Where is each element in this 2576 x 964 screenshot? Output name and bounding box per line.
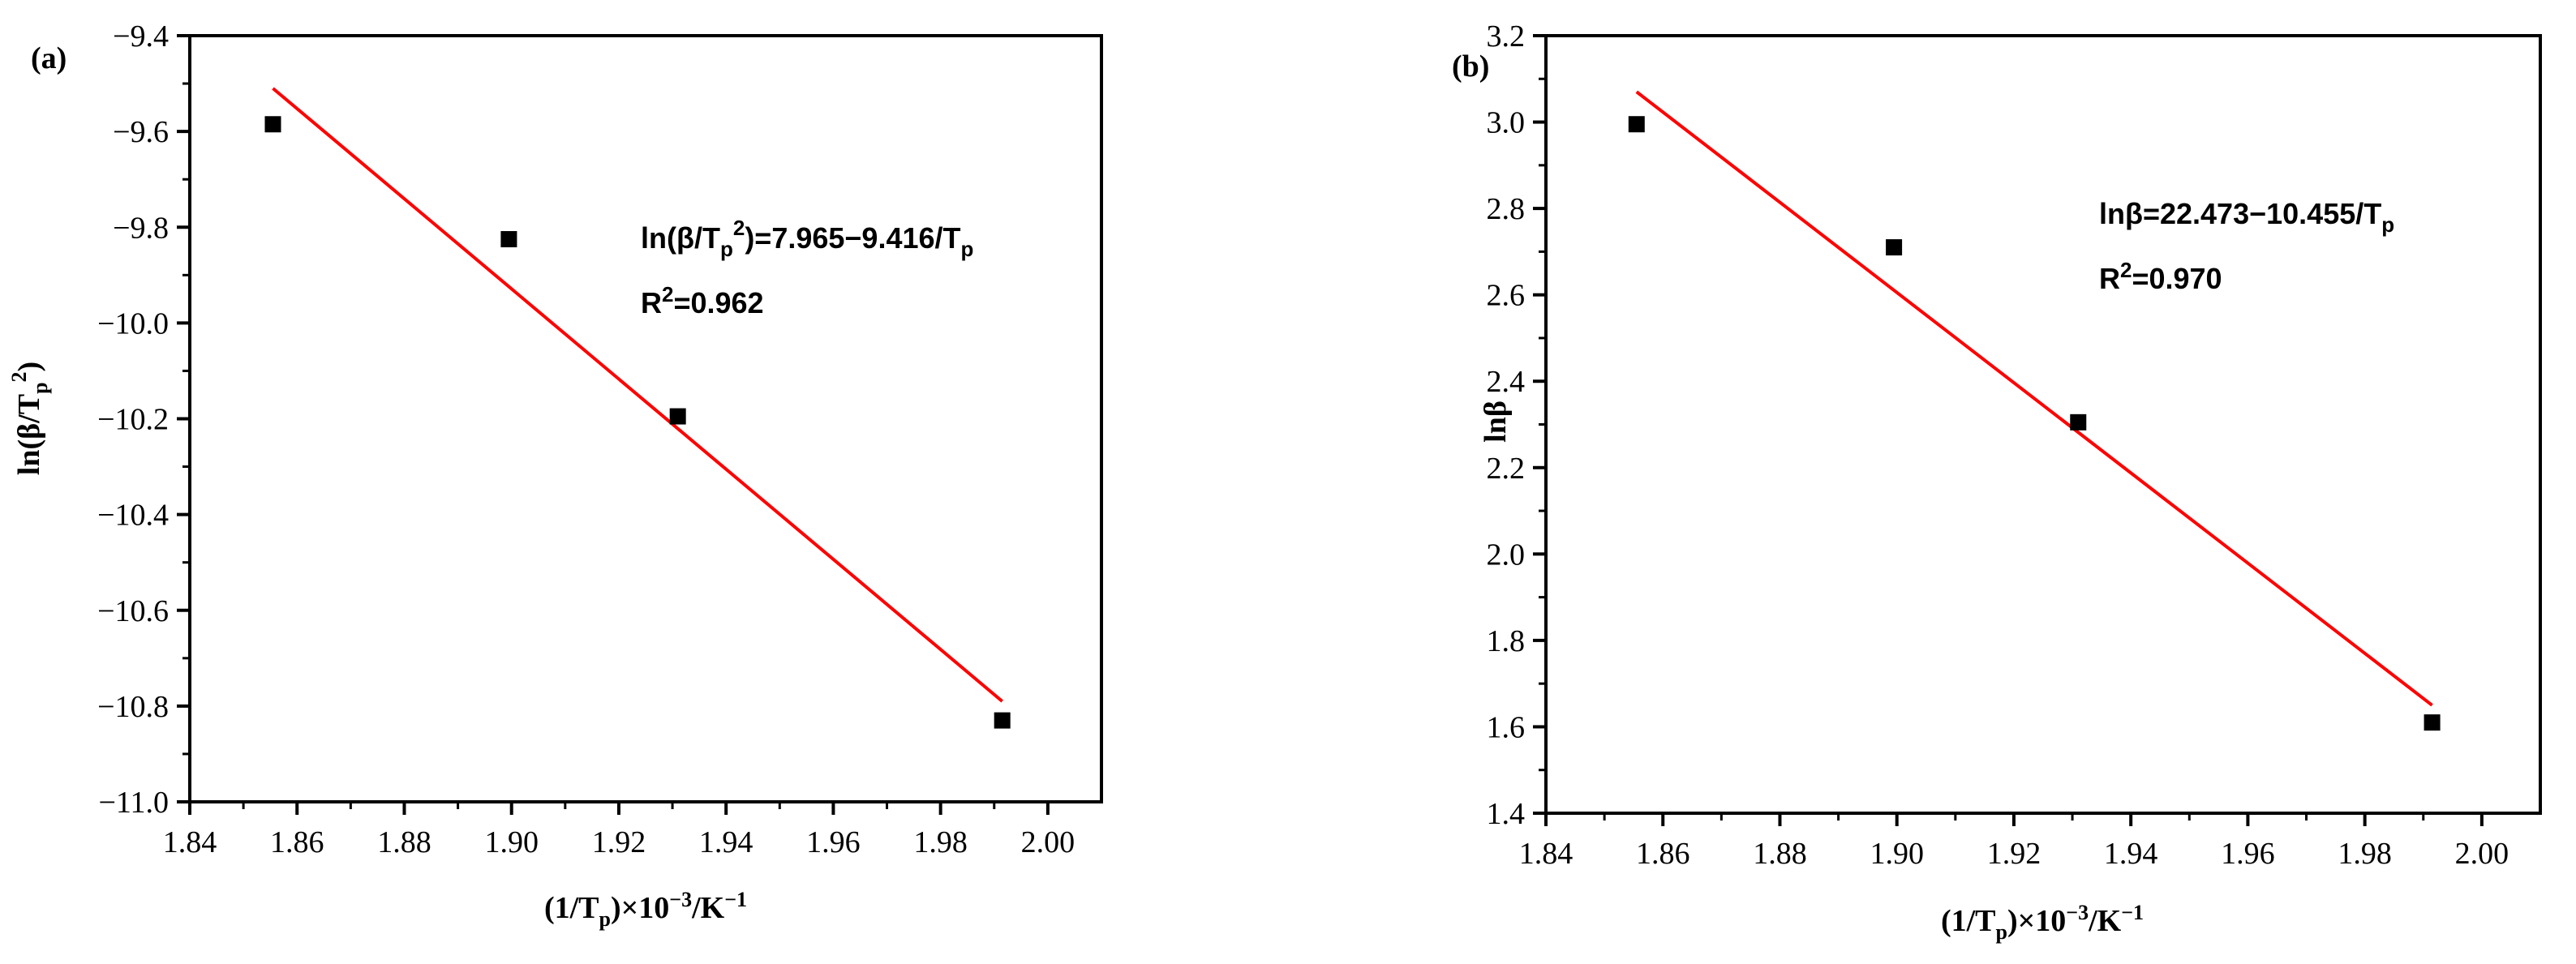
panel-a-x-tick-label: 1.98 xyxy=(913,825,968,859)
panel-a-y-tick-label: −10.2 xyxy=(97,403,169,437)
panel-b-x-tick-label: 1.88 xyxy=(1753,837,1807,871)
panel-a-x-tick-label: 1.94 xyxy=(699,825,753,859)
panel-a-y-axis-title: ln(β/Tp2) xyxy=(7,362,52,475)
panel-b-x-tick-label: 1.90 xyxy=(1870,837,1924,871)
panel-a-label: (a) xyxy=(31,41,67,75)
panel-b-x-tick-label: 2.00 xyxy=(2455,837,2509,871)
panel-b-x-tick-label: 1.86 xyxy=(1636,837,1690,871)
panel-b-r-squared: R2=0.970 xyxy=(2099,258,2222,295)
panel-b-y-tick-labels: 1.4 1.6 1.8 2.0 2.2 2.4 2.6 2.8 3.0 3.2 xyxy=(1487,19,1526,831)
panel-b-y-tick-label: 1.4 xyxy=(1487,797,1526,831)
panel-a-y-tick-label: −11.0 xyxy=(98,786,169,820)
panel-a-y-tick-label: −10.0 xyxy=(97,306,169,341)
panel-b-y-tick-label: 2.6 xyxy=(1487,279,1526,313)
panel-a-data-point xyxy=(994,712,1011,729)
panel-b-x-tick-label: 1.98 xyxy=(2338,837,2392,871)
panel-b-y-tick-label: 1.6 xyxy=(1487,710,1526,744)
panel-a-y-tick-label: −10.4 xyxy=(97,499,169,533)
panel-a-plot-frame xyxy=(188,34,1103,803)
panel-b-x-axis-title: (1/Tp)×10−3/K−1 xyxy=(1941,901,2144,944)
panel-b-data-point xyxy=(2424,714,2441,731)
panel-a-x-axis-title: (1/Tp)×10−3/K−1 xyxy=(544,888,747,931)
panel-b-y-tick-label: 2.2 xyxy=(1487,452,1526,486)
panel-b-fit-line-path xyxy=(1635,90,2433,707)
panel-b-data-point xyxy=(1886,239,1903,256)
panel-a-x-tick-label: 1.86 xyxy=(270,825,324,859)
panel-a-data-point xyxy=(500,231,517,248)
panel-b-x-tick-labels: 1.84 1.86 1.88 1.90 1.92 1.94 1.96 1.98 2.00 xyxy=(1519,837,2509,871)
panel-b-data-point xyxy=(2070,413,2087,431)
panel-a-y-tick-label: −10.6 xyxy=(97,594,169,628)
panel-b-x-tick-label: 1.94 xyxy=(2104,837,2158,871)
panel-b-x-tick-label: 1.96 xyxy=(2221,837,2275,871)
panel-a: (a) 1.84 1.86 1.88 1.90 1.92 1.94 1.96 1.98 2.00… xyxy=(7,19,1103,931)
panel-a-x-tick-label: 1.88 xyxy=(377,825,431,859)
panel-a-x-ticks xyxy=(188,802,1050,815)
panel-a-fit-line-path xyxy=(272,87,1003,703)
panel-a-x-tick-label: 1.84 xyxy=(163,825,217,859)
panel-a-y-tick-labels: −11.0 −10.8 −10.6 −10.4 −10.2 −10.0 −9.8 −9.6 −9… xyxy=(97,19,169,820)
panel-a-x-tick-label: 1.92 xyxy=(592,825,646,859)
panel-a-data-point xyxy=(264,116,281,133)
panel-b-fit-equation: lnβ=22.473−10.455/Tp xyxy=(2099,197,2394,237)
panel-b-y-ticks xyxy=(1533,34,1546,815)
panel-b-data-point xyxy=(1628,116,1645,133)
panel-b-y-axis-title: lnβ xyxy=(1479,401,1513,443)
panel-a-fit-equation: ln(β/Tp2)=7.965−9.416/Tp xyxy=(641,216,973,261)
panel-b-plot-frame xyxy=(1544,34,2542,815)
panel-a-x-tick-label: 1.90 xyxy=(484,825,539,859)
panel-a-data-points xyxy=(264,116,1011,729)
panel-b-x-tick-label: 1.84 xyxy=(1519,837,1574,871)
panel-b-y-tick-label: 2.0 xyxy=(1487,538,1526,572)
panel-b-x-tick-label: 1.92 xyxy=(1987,837,2041,871)
panel-b: (b) 1.84 1.86 1.88 1.90 1.92 1.94 1.96 1.98 2.00… xyxy=(1452,19,2542,944)
panel-b-y-tick-label: 2.8 xyxy=(1487,192,1526,226)
panel-b-y-tick-label: 3.0 xyxy=(1487,106,1526,140)
panel-b-label: (b) xyxy=(1452,49,1489,84)
panel-b-y-tick-label: 3.2 xyxy=(1487,19,1526,54)
panel-a-y-tick-label: −9.6 xyxy=(113,115,169,149)
panel-a-data-point xyxy=(669,408,686,425)
panel-b-fit-line xyxy=(1635,90,2433,707)
panel-a-x-tick-label: 1.96 xyxy=(806,825,861,859)
panel-a-y-tick-label: −10.8 xyxy=(97,690,169,724)
panel-b-y-tick-label: 1.8 xyxy=(1487,624,1526,658)
panel-b-y-tick-label: 2.4 xyxy=(1487,365,1526,399)
panel-a-y-tick-label: −9.4 xyxy=(113,19,169,54)
panel-a-r-squared: R2=0.962 xyxy=(641,282,764,319)
panel-b-data-points xyxy=(1628,116,2441,731)
panel-b-x-ticks xyxy=(1544,813,2484,826)
panel-a-y-tick-label: −9.8 xyxy=(113,211,169,245)
panel-a-y-ticks xyxy=(177,34,190,803)
panel-a-x-tick-label: 2.00 xyxy=(1021,825,1075,859)
panel-a-fit-line xyxy=(272,87,1003,703)
panel-a-x-tick-labels: 1.84 1.86 1.88 1.90 1.92 1.94 1.96 1.98 2.00 xyxy=(163,825,1075,859)
